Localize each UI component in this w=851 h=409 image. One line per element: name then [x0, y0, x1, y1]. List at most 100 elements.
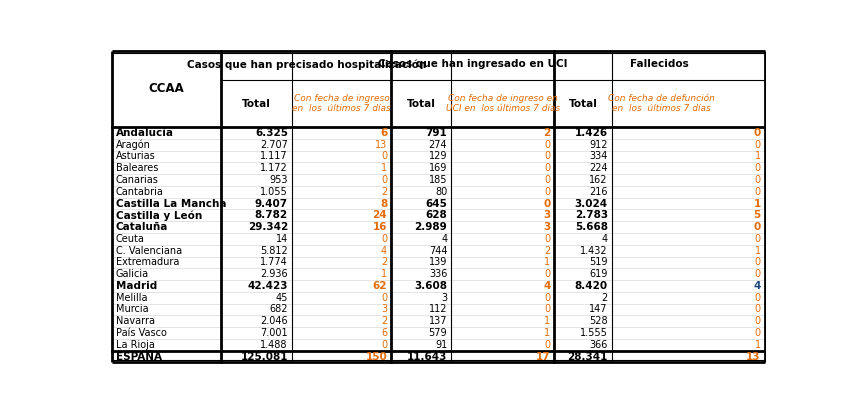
Text: 6.325: 6.325	[255, 128, 288, 138]
Text: 0: 0	[755, 269, 761, 279]
Text: 13: 13	[746, 352, 761, 362]
Text: 1.117: 1.117	[260, 151, 288, 162]
Text: 0: 0	[543, 198, 551, 209]
Text: 2.989: 2.989	[414, 222, 448, 232]
Text: 791: 791	[426, 128, 448, 138]
Text: 16: 16	[373, 222, 387, 232]
Text: 1.488: 1.488	[260, 340, 288, 350]
Text: 139: 139	[429, 257, 448, 267]
Text: Con fecha de defunción
en  los  últimos 7 días: Con fecha de defunción en los últimos 7 …	[608, 94, 715, 113]
Text: 3.024: 3.024	[574, 198, 608, 209]
Text: 2.046: 2.046	[260, 316, 288, 326]
Text: Canarias: Canarias	[116, 175, 158, 185]
Text: Total: Total	[407, 99, 436, 108]
Text: Con fecha de ingreso
en  los  últimos 7 días: Con fecha de ingreso en los últimos 7 dí…	[292, 94, 391, 113]
Text: 0: 0	[545, 163, 551, 173]
Text: 274: 274	[429, 140, 448, 150]
Text: 216: 216	[590, 187, 608, 197]
Text: 0: 0	[755, 293, 761, 303]
Text: Murcia: Murcia	[116, 304, 148, 315]
Text: 29.342: 29.342	[248, 222, 288, 232]
Text: 11.643: 11.643	[407, 352, 448, 362]
Text: 150: 150	[365, 352, 387, 362]
Text: 112: 112	[429, 304, 448, 315]
Text: 519: 519	[590, 257, 608, 267]
Text: 28.341: 28.341	[568, 352, 608, 362]
Text: 1: 1	[755, 340, 761, 350]
Text: 2: 2	[602, 293, 608, 303]
Text: 334: 334	[590, 151, 608, 162]
Text: 1: 1	[381, 269, 387, 279]
Text: 45: 45	[276, 293, 288, 303]
Text: 4: 4	[441, 234, 448, 244]
Text: 528: 528	[589, 316, 608, 326]
Text: 8.782: 8.782	[254, 210, 288, 220]
Text: 8.420: 8.420	[574, 281, 608, 291]
Text: 0: 0	[755, 257, 761, 267]
Text: Madrid: Madrid	[116, 281, 157, 291]
Text: 14: 14	[276, 234, 288, 244]
Text: 1.774: 1.774	[260, 257, 288, 267]
Text: 6: 6	[381, 328, 387, 338]
Text: Castilla y León: Castilla y León	[116, 210, 202, 220]
Text: 1: 1	[753, 198, 761, 209]
Text: 9.407: 9.407	[254, 198, 288, 209]
Text: 147: 147	[590, 304, 608, 315]
Text: Total: Total	[243, 99, 271, 108]
Text: 744: 744	[429, 246, 448, 256]
Text: 6: 6	[380, 128, 387, 138]
Text: Galicia: Galicia	[116, 269, 149, 279]
Text: 579: 579	[429, 328, 448, 338]
Text: 336: 336	[429, 269, 448, 279]
Text: 169: 169	[429, 163, 448, 173]
Text: 1.426: 1.426	[574, 128, 608, 138]
Text: 3: 3	[441, 293, 448, 303]
Text: Con fecha de ingreso en
UCI en  los últimos 7 días: Con fecha de ingreso en UCI en los últim…	[446, 94, 560, 113]
Text: ESPAÑA: ESPAÑA	[116, 351, 162, 362]
Text: 5.668: 5.668	[574, 222, 608, 232]
Text: 2: 2	[381, 316, 387, 326]
Text: 0: 0	[381, 293, 387, 303]
Text: 224: 224	[589, 163, 608, 173]
Text: Navarra: Navarra	[116, 316, 155, 326]
Text: 91: 91	[435, 340, 448, 350]
Text: 4: 4	[753, 281, 761, 291]
Text: Aragón: Aragón	[116, 139, 151, 150]
Text: 1: 1	[545, 257, 551, 267]
Text: 0: 0	[753, 222, 761, 232]
Text: 3.608: 3.608	[414, 281, 448, 291]
Text: 13: 13	[375, 140, 387, 150]
Text: 0: 0	[755, 304, 761, 315]
Text: Ceuta: Ceuta	[116, 234, 145, 244]
Text: Casos que han ingresado en UCI: Casos que han ingresado en UCI	[378, 59, 568, 70]
Text: Melilla: Melilla	[116, 293, 147, 303]
Text: Baleares: Baleares	[116, 163, 158, 173]
Text: 4: 4	[381, 246, 387, 256]
Text: Castilla La Mancha: Castilla La Mancha	[116, 198, 226, 209]
Text: 2.936: 2.936	[260, 269, 288, 279]
Text: 0: 0	[545, 175, 551, 185]
Text: 0: 0	[381, 175, 387, 185]
Text: 3: 3	[543, 210, 551, 220]
Text: 953: 953	[270, 175, 288, 185]
Text: 0: 0	[753, 128, 761, 138]
Text: 2.707: 2.707	[260, 140, 288, 150]
Text: 2: 2	[544, 246, 551, 256]
Text: 0: 0	[545, 151, 551, 162]
Text: 619: 619	[590, 269, 608, 279]
Text: 1: 1	[545, 328, 551, 338]
Text: 0: 0	[545, 269, 551, 279]
Text: Fallecidos: Fallecidos	[630, 59, 688, 70]
Text: 4: 4	[602, 234, 608, 244]
Text: 5.812: 5.812	[260, 246, 288, 256]
Text: 125.081: 125.081	[240, 352, 288, 362]
Text: 0: 0	[755, 175, 761, 185]
Text: 2: 2	[381, 257, 387, 267]
Text: 2.783: 2.783	[574, 210, 608, 220]
Text: 0: 0	[545, 340, 551, 350]
Text: Casos que han precisado hospitalización: Casos que han precisado hospitalización	[186, 59, 426, 70]
Text: 0: 0	[545, 304, 551, 315]
Text: 185: 185	[429, 175, 448, 185]
Text: 62: 62	[373, 281, 387, 291]
Text: La Rioja: La Rioja	[116, 340, 155, 350]
